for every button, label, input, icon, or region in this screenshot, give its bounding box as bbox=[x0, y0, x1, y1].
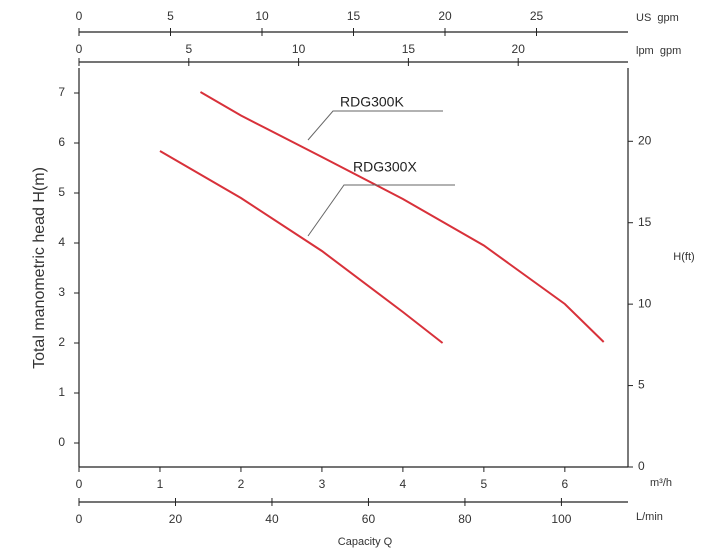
secondary-tick-label: 100 bbox=[551, 512, 571, 526]
secondary-tick-label: 20 bbox=[169, 512, 183, 526]
x-tick-label: 3 bbox=[319, 477, 326, 491]
secondary-tick-label: 10 bbox=[255, 9, 269, 23]
x-axis-unit: m³/h bbox=[650, 477, 672, 489]
secondary-tick-label: 15 bbox=[402, 42, 416, 56]
secondary-tick-label: 40 bbox=[265, 512, 279, 526]
y-tick-label: 3 bbox=[58, 285, 65, 299]
x-tick-label: 1 bbox=[157, 477, 164, 491]
secondary-tick-label: 25 bbox=[530, 9, 544, 23]
series-label: RDG300K bbox=[340, 94, 404, 110]
x-tick-label: 2 bbox=[238, 477, 245, 491]
y-tick-label: 2 bbox=[58, 335, 65, 349]
secondary-tick-label: 15 bbox=[347, 9, 361, 23]
y2-tick-label: 20 bbox=[638, 133, 652, 147]
y-tick-label: 0 bbox=[58, 435, 65, 449]
secondary-tick-label: 5 bbox=[185, 42, 192, 56]
y2-axis-title: H(ft) bbox=[673, 251, 694, 263]
y2-tick-label: 5 bbox=[638, 378, 645, 392]
y-axis-title: Total manometric head H(m) bbox=[31, 167, 48, 369]
secondary-tick-label: 20 bbox=[512, 42, 526, 56]
leader-line bbox=[307, 110, 443, 141]
series-label: RDG300X bbox=[353, 159, 417, 175]
secondary-tick-label: 10 bbox=[292, 42, 306, 56]
secondary-tick-label: 0 bbox=[76, 512, 83, 526]
y-tick-label: 5 bbox=[58, 185, 65, 199]
y-tick-label: 1 bbox=[58, 385, 65, 399]
x-tick-label: 5 bbox=[481, 477, 488, 491]
leader-line bbox=[307, 184, 455, 237]
secondary-tick-label: 60 bbox=[362, 512, 376, 526]
secondary-tick-label: 5 bbox=[167, 9, 174, 23]
series-line bbox=[199, 91, 605, 343]
x-tick-label: 4 bbox=[400, 477, 407, 491]
secondary-axis-unit: US gpm bbox=[636, 12, 679, 24]
secondary-tick-label: 0 bbox=[76, 42, 83, 56]
series-line bbox=[159, 150, 444, 344]
secondary-axis-unit: L/min bbox=[636, 511, 663, 523]
secondary-tick-label: 20 bbox=[438, 9, 452, 23]
y2-tick-label: 0 bbox=[638, 459, 645, 473]
secondary-axis-unit: lpm gpm bbox=[636, 45, 681, 57]
y-tick-label: 7 bbox=[58, 85, 65, 99]
y2-tick-label: 15 bbox=[638, 215, 652, 229]
x-axis-title: Capacity Q bbox=[338, 536, 393, 548]
y2-tick-label: 10 bbox=[638, 296, 652, 310]
y-tick-label: 6 bbox=[58, 135, 65, 149]
secondary-tick-label: 0 bbox=[76, 9, 83, 23]
x-tick-label: 6 bbox=[561, 477, 568, 491]
secondary-tick-label: 80 bbox=[458, 512, 472, 526]
x-tick-label: 0 bbox=[76, 477, 83, 491]
y-tick-label: 4 bbox=[58, 235, 65, 249]
